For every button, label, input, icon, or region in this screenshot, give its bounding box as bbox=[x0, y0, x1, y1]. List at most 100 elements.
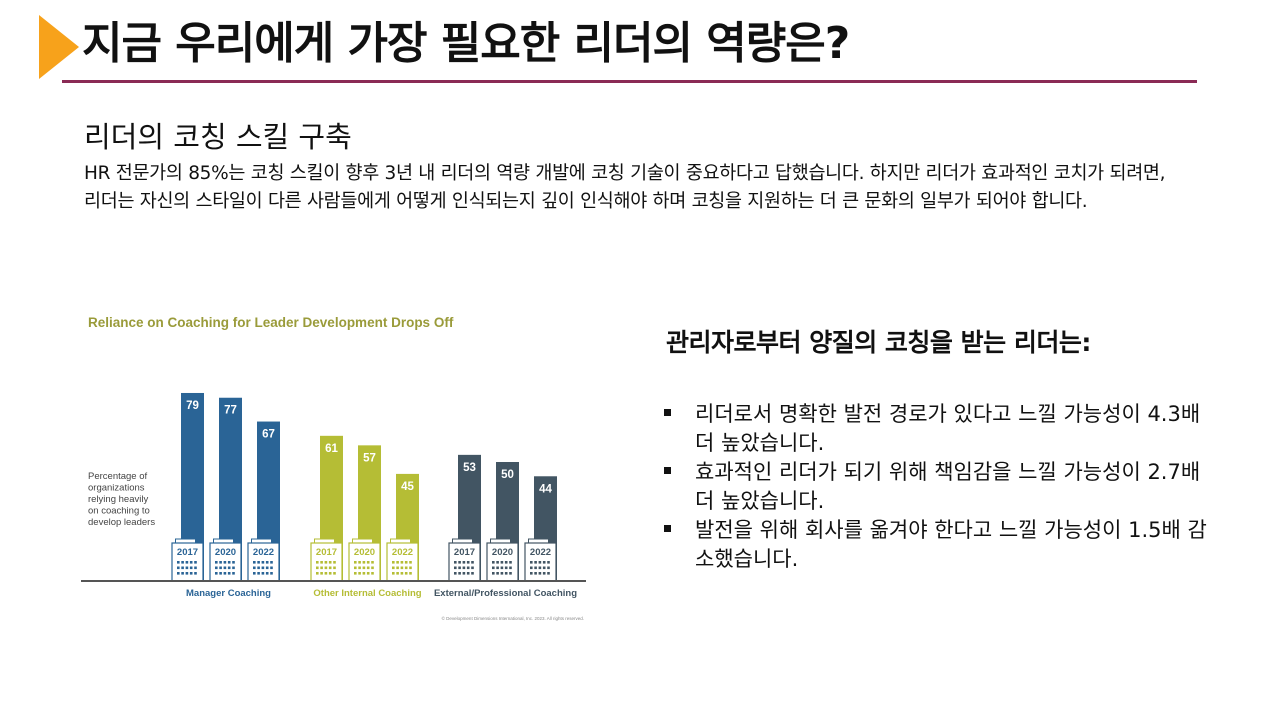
window-dot bbox=[471, 572, 474, 575]
window-dot bbox=[223, 566, 227, 570]
title-arrow-icon bbox=[39, 15, 79, 79]
window-dot bbox=[320, 566, 323, 570]
window-dot bbox=[261, 572, 265, 575]
window-dot bbox=[223, 561, 227, 564]
window-dot bbox=[509, 561, 512, 564]
window-dot bbox=[194, 572, 197, 575]
window-dot bbox=[227, 561, 231, 564]
window-dot bbox=[328, 561, 332, 564]
window-dot bbox=[500, 566, 504, 570]
window-dot bbox=[194, 566, 197, 570]
window-dot bbox=[316, 566, 319, 570]
window-dot bbox=[500, 561, 504, 564]
window-dot bbox=[504, 561, 508, 564]
window-dot bbox=[409, 566, 412, 570]
window-dot bbox=[219, 566, 222, 570]
slide-title: 지금 우리에게 가장 필요한 리더의 역량은? bbox=[82, 18, 850, 69]
window-dot bbox=[371, 566, 374, 570]
window-dot bbox=[547, 572, 550, 575]
window-dot bbox=[232, 561, 235, 564]
window-dot bbox=[547, 561, 550, 564]
window-dot bbox=[504, 566, 508, 570]
window-dot bbox=[371, 572, 374, 575]
window-dot bbox=[466, 566, 470, 570]
year-label: 2017 bbox=[316, 547, 337, 558]
window-dot bbox=[358, 561, 361, 564]
window-dot bbox=[328, 572, 332, 575]
group-label: Other Internal Coaching bbox=[313, 588, 421, 599]
window-dot bbox=[215, 561, 218, 564]
window-dot bbox=[509, 572, 512, 575]
finding-text: 효과적인 리더가 되기 위해 책임감을 느낄 가능성이 2.7배 더 높았습니다… bbox=[695, 460, 1201, 513]
window-dot bbox=[392, 561, 395, 564]
chart-footnote: © Development Dimensions International, … bbox=[442, 615, 584, 621]
year-label: 2022 bbox=[253, 547, 274, 558]
title-divider bbox=[62, 80, 1197, 83]
window-dot bbox=[177, 566, 180, 570]
window-dot bbox=[496, 572, 499, 575]
window-dot bbox=[261, 561, 265, 564]
window-dot bbox=[462, 566, 466, 570]
window-dot bbox=[265, 566, 269, 570]
window-dot bbox=[181, 566, 184, 570]
chart-title: Reliance on Coaching for Leader Developm… bbox=[88, 315, 454, 330]
year-label: 2020 bbox=[215, 547, 236, 558]
finding-text: 리더로서 명확한 발전 경로가 있다고 느낄 가능성이 4.3배 더 높았습니다… bbox=[695, 402, 1201, 455]
window-dot bbox=[492, 566, 495, 570]
window-dot bbox=[534, 566, 537, 570]
year-label: 2017 bbox=[177, 547, 198, 558]
window-dot bbox=[547, 566, 550, 570]
window-dot bbox=[538, 561, 542, 564]
window-dot bbox=[253, 572, 256, 575]
window-dot bbox=[504, 572, 508, 575]
window-dot bbox=[181, 561, 184, 564]
finding-text: 발전을 위해 회사를 옮겨야 한다고 느낄 가능성이 1.5배 감소했습니다. bbox=[695, 518, 1207, 571]
window-dot bbox=[215, 566, 218, 570]
window-dot bbox=[362, 572, 366, 575]
window-dot bbox=[333, 572, 336, 575]
window-dot bbox=[496, 561, 499, 564]
finding-item: 리더로서 명확한 발전 경로가 있다고 느낄 가능성이 4.3배 더 높았습니다… bbox=[664, 400, 1224, 458]
bullet-square-icon bbox=[664, 409, 671, 416]
window-dot bbox=[462, 572, 466, 575]
window-dot bbox=[270, 572, 273, 575]
window-dot bbox=[454, 561, 457, 564]
window-dot bbox=[404, 572, 408, 575]
findings-list: 리더로서 명확한 발전 경로가 있다고 느낄 가능성이 4.3배 더 높았습니다… bbox=[664, 400, 1224, 574]
window-dot bbox=[396, 572, 399, 575]
window-dot bbox=[538, 572, 542, 575]
window-dot bbox=[354, 561, 357, 564]
bar-value-label: 53 bbox=[463, 462, 476, 474]
window-dot bbox=[538, 566, 542, 570]
bar bbox=[181, 392, 204, 581]
window-dot bbox=[462, 561, 466, 564]
group-label: Manager Coaching bbox=[186, 588, 271, 599]
window-dot bbox=[366, 572, 370, 575]
window-dot bbox=[185, 561, 189, 564]
group-label: External/Professional Coaching bbox=[434, 588, 577, 599]
finding-item: 발전을 위해 회사를 옮겨야 한다고 느낄 가능성이 1.5배 감소했습니다. bbox=[664, 516, 1224, 574]
window-dot bbox=[471, 566, 474, 570]
window-dot bbox=[181, 572, 184, 575]
window-dot bbox=[358, 566, 361, 570]
bullet-square-icon bbox=[664, 525, 671, 532]
window-dot bbox=[542, 561, 546, 564]
window-dot bbox=[333, 566, 336, 570]
body-paragraph: HR 전문가의 85%는 코칭 스킬이 향후 3년 내 리더의 역량 개발에 코… bbox=[84, 163, 1166, 212]
window-dot bbox=[194, 561, 197, 564]
window-dot bbox=[496, 566, 499, 570]
year-label: 2022 bbox=[392, 547, 413, 558]
window-dot bbox=[500, 572, 504, 575]
window-dot bbox=[270, 561, 273, 564]
bar-value-label: 61 bbox=[325, 443, 338, 455]
window-dot bbox=[261, 566, 265, 570]
window-dot bbox=[362, 566, 366, 570]
window-dot bbox=[542, 572, 546, 575]
window-dot bbox=[371, 561, 374, 564]
window-dot bbox=[534, 561, 537, 564]
bar-value-label: 44 bbox=[539, 483, 552, 495]
window-dot bbox=[400, 561, 404, 564]
bullet-square-icon bbox=[664, 467, 671, 474]
window-dot bbox=[253, 566, 256, 570]
year-label: 2022 bbox=[530, 547, 551, 558]
